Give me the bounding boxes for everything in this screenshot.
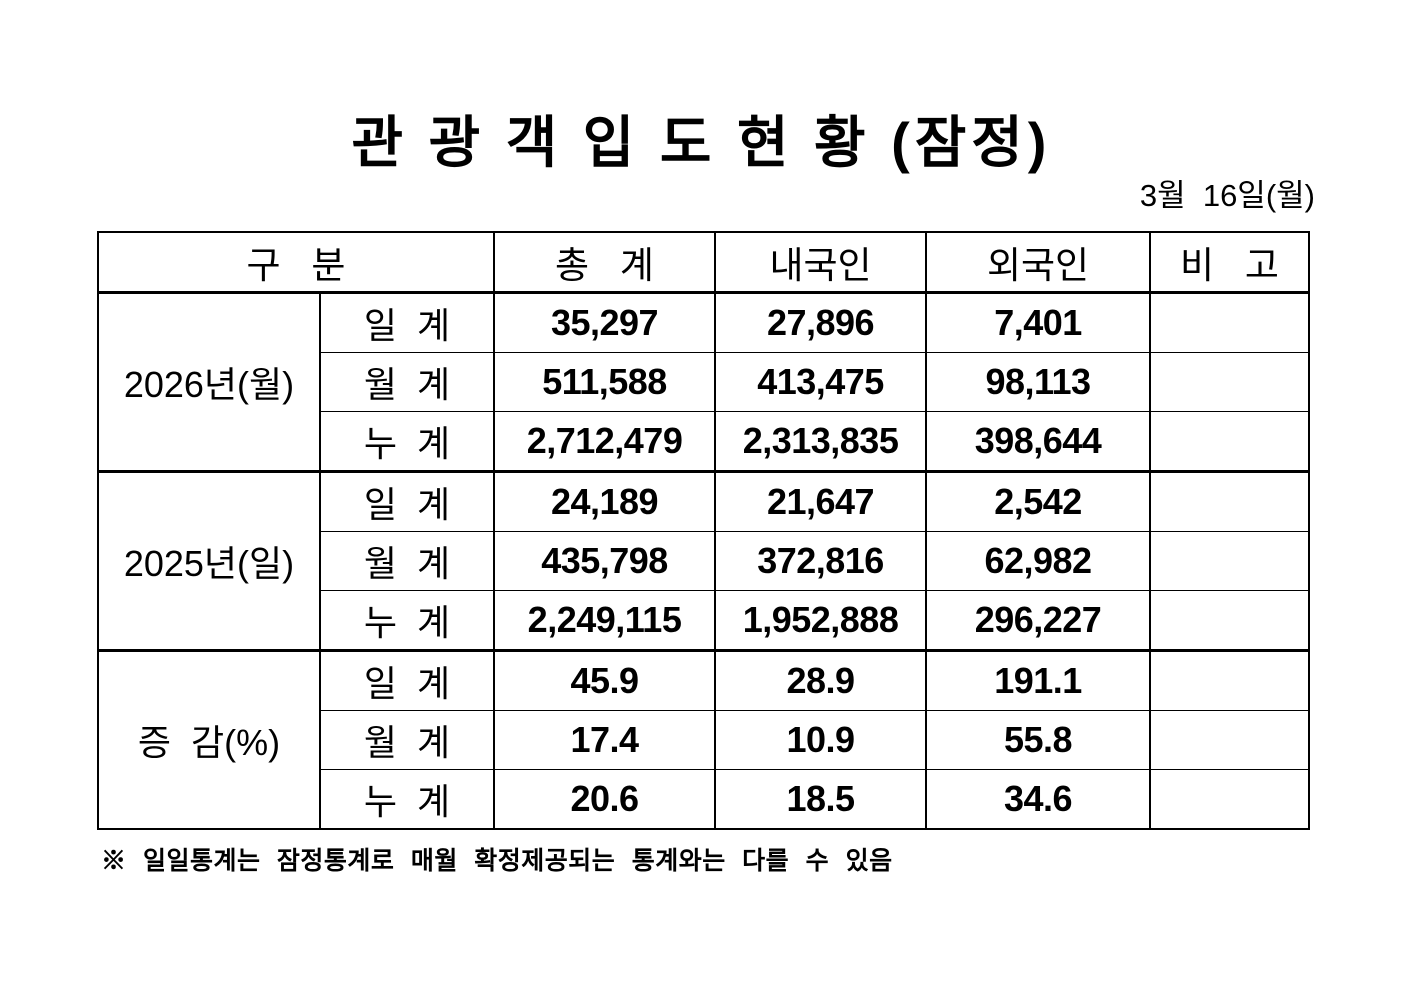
cell-remark: [1149, 470, 1311, 532]
row-label-monthly: 월 계: [318, 531, 496, 591]
cell-domestic: 413,475: [714, 352, 928, 412]
cell-foreign: 7,401: [925, 291, 1152, 353]
header-foreign: 외국인: [925, 232, 1152, 294]
cell-foreign: 296,227: [925, 590, 1152, 651]
page-title: 관 광 객 입 도 현 황 (잠정): [351, 111, 1052, 174]
cell-foreign: 98,113: [925, 352, 1152, 412]
table-row: 2025년(일) 일 계 24,189 21,647 2,542: [97, 470, 1311, 651]
table-row: 증 감(%) 일 계 45.9 28.9 191.1: [97, 649, 1311, 829]
header-row: 구 분 총 계 내국인 외국인 비 고: [96, 232, 1311, 294]
cell-remark: [1149, 590, 1311, 651]
row-label-monthly: 월 계: [318, 352, 496, 412]
cell-foreign: 55.8: [925, 710, 1152, 770]
cell-remark: [1149, 291, 1311, 353]
cell-remark: [1149, 710, 1311, 770]
cell-domestic: 1,952,888: [714, 590, 928, 651]
row-label-cumulative: 누 계: [318, 769, 496, 829]
row-label-cumulative: 누 계: [318, 590, 496, 651]
cell-total: 35,297: [493, 291, 717, 353]
row-label-cumulative: 누 계: [318, 411, 496, 472]
cell-foreign: 2,542: [925, 470, 1152, 532]
group-label-2026: 2026년(월): [97, 291, 321, 472]
cell-domestic: 372,816: [714, 531, 928, 591]
header-total: 총 계: [493, 232, 717, 294]
group-label-change-pct: 증 감(%): [97, 649, 321, 829]
cell-remark: [1149, 649, 1311, 711]
cell-foreign: 191.1: [925, 649, 1152, 711]
cell-domestic: 2,313,835: [714, 411, 928, 472]
group-label-2025: 2025년(일): [97, 470, 321, 651]
table-row: 월 계 435,798 372,816 62,982: [98, 531, 1311, 591]
cell-foreign: 34.6: [925, 769, 1152, 829]
cell-domestic: 27,896: [714, 291, 928, 353]
cell-total: 24,189: [493, 470, 717, 532]
table-row: 2026년(월) 일 계 35,297 27,896 7,401: [97, 291, 1311, 472]
cell-total: 435,798: [493, 531, 717, 591]
cell-domestic: 28.9: [714, 649, 928, 711]
cell-total: 17.4: [493, 710, 717, 770]
row-label-daily: 일 계: [318, 291, 496, 353]
cell-foreign: 62,982: [925, 531, 1152, 591]
cell-remark: [1149, 531, 1311, 591]
header-domestic: 내국인: [714, 232, 928, 294]
table-row: 누 계 2,712,479 2,313,835 398,644: [98, 411, 1311, 472]
row-label-daily: 일 계: [318, 470, 496, 532]
cell-total: 20.6: [493, 769, 717, 829]
cell-total: 45.9: [493, 649, 717, 711]
cell-total: 2,712,479: [493, 411, 717, 472]
table-row: 누 계 20.6 18.5 34.6: [98, 769, 1311, 829]
table-row: 월 계 17.4 10.9 55.8: [98, 710, 1311, 770]
row-label-monthly: 월 계: [318, 710, 496, 770]
cell-domestic: 21,647: [714, 470, 928, 532]
report-date: 3월 16일(월): [1139, 178, 1315, 213]
cell-total: 511,588: [493, 352, 717, 412]
row-label-daily: 일 계: [318, 649, 496, 711]
cell-remark: [1149, 769, 1311, 829]
cell-total: 2,249,115: [493, 590, 717, 651]
table-row: 월 계 511,588 413,475 98,113: [98, 352, 1311, 412]
cell-foreign: 398,644: [925, 411, 1152, 472]
cell-domestic: 10.9: [714, 710, 928, 770]
cell-remark: [1149, 411, 1311, 472]
header-remarks: 비 고: [1149, 232, 1311, 294]
header-category: 구 분: [96, 232, 496, 294]
cell-remark: [1149, 352, 1311, 412]
footnote: ※ 일일통계는 잠정통계로 매월 확정제공되는 통계와는 다를 수 있음: [101, 847, 893, 875]
tourist-arrivals-table: 구 분 총 계 내국인 외국인 비 고 2026년(월) 일 계 35,297 …: [96, 231, 1311, 830]
table-row: 누 계 2,249,115 1,952,888 296,227: [98, 590, 1311, 651]
cell-domestic: 18.5: [714, 769, 928, 829]
